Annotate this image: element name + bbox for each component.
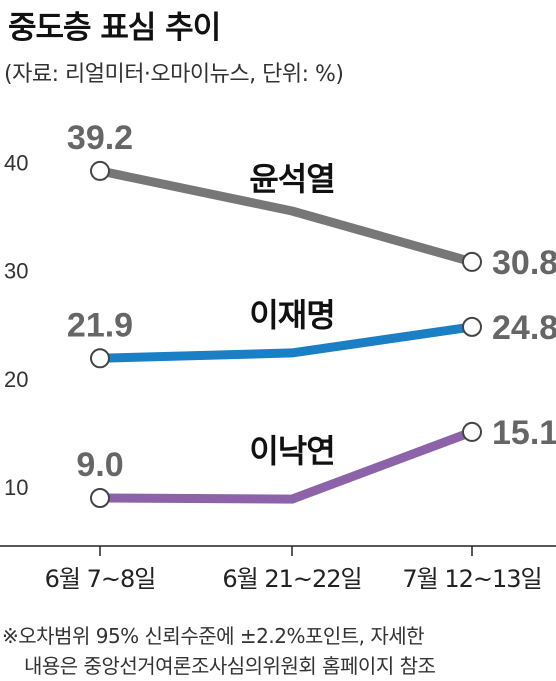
data-label: 15.1 [492, 414, 556, 452]
series-name-label: 이낙연 [249, 432, 334, 470]
series-line [99, 322, 473, 363]
data-point [90, 488, 110, 508]
data-label: 9.0 [76, 446, 123, 484]
line-chart: 40 30 20 10 39.2 30.8 윤석열 21.9 24.8 이재명 9.0 15.1 이낙… [0, 119, 556, 593]
data-point [462, 251, 482, 272]
data-point [462, 421, 482, 442]
series-name-label: 이재명 [249, 296, 334, 334]
y-tick-label: 30 [4, 259, 28, 284]
footnote-line-1: ※오차범위 95% 신뢰수준에 ±2.2%포인트, 자세한 [2, 624, 425, 648]
series-line [99, 166, 474, 267]
data-label: 39.2 [67, 119, 133, 157]
y-tick-label: 40 [4, 150, 28, 175]
x-tick-label: 7월 12~13일 [402, 565, 541, 593]
chart-source: (자료: 리얼미터·오마이뉴스, 단위: %) [4, 62, 344, 87]
x-tick-label: 6월 21~22일 [222, 565, 361, 593]
data-point [90, 160, 110, 181]
data-point [90, 348, 110, 369]
data-label: 24.8 [492, 309, 556, 347]
data-label: 30.8 [492, 244, 556, 282]
footnote-line-2: 내용은 중앙선거여론조사심의위원회 홈페이지 참조 [24, 654, 436, 678]
chart-title: 중도층 표심 추이 [8, 10, 221, 46]
data-label: 21.9 [67, 306, 133, 344]
y-tick-label: 20 [4, 367, 28, 392]
y-tick-label: 10 [4, 475, 28, 500]
series-line [99, 427, 474, 504]
data-point [462, 316, 482, 337]
x-tick-label: 6월 7~8일 [45, 565, 156, 593]
series-name-label: 윤석열 [249, 160, 334, 198]
